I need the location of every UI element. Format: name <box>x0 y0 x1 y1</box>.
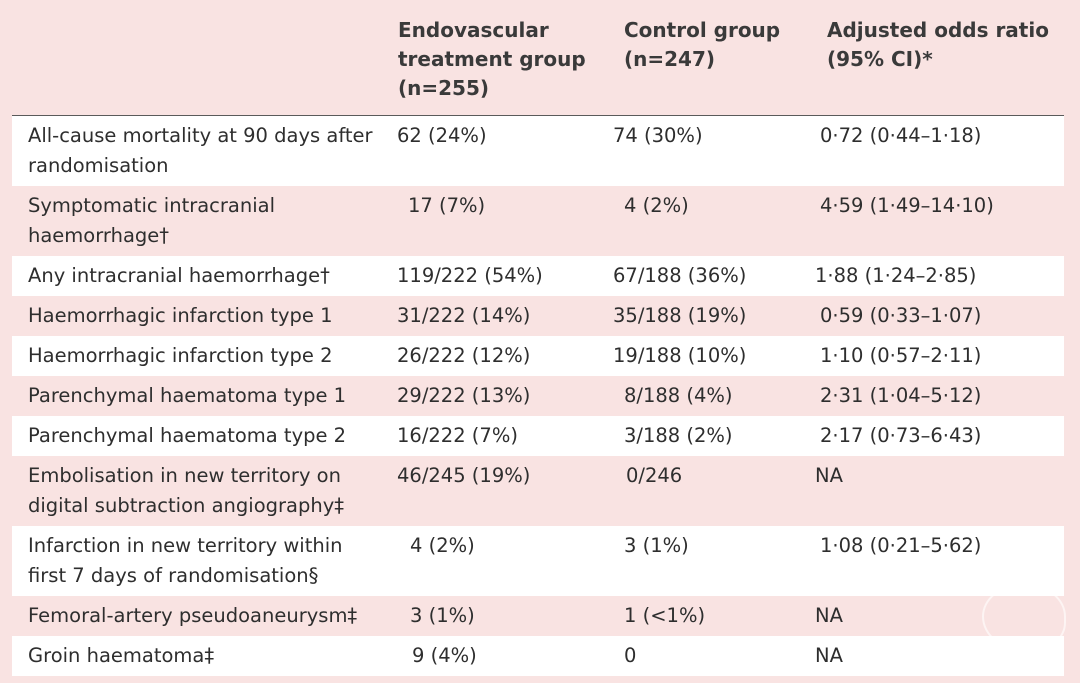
row-label: Parenchymal haematoma type 1 <box>28 381 346 411</box>
header-line: treatment group <box>398 47 586 71</box>
table-row: Femoral-artery pseudoaneurysm‡ 3 (1%) 1 (<… <box>12 596 1064 636</box>
row-label: Groin haematoma‡ <box>28 641 214 671</box>
row-label-line: Haemorrhagic infarction type 2 <box>28 344 333 367</box>
control-value: 3/188 (2%) <box>624 424 733 447</box>
control-value: 67/188 (36%) <box>613 264 747 287</box>
row-label-line: All-cause mortality at 90 days after <box>28 124 373 147</box>
header-line: (n=255) <box>398 76 490 100</box>
header-line: (n=247) <box>624 47 716 71</box>
odds-ratio-value: NA <box>815 604 843 627</box>
row-label-line: Parenchymal haematoma type 2 <box>28 424 347 447</box>
row-label-line: Any intracranial haemorrhage† <box>28 264 330 287</box>
control-value: 0/246 <box>626 464 683 487</box>
table-row: Haemorrhagic infarction type 2 26/222 (12… <box>12 336 1064 376</box>
odds-ratio-value: 2·17 (0·73–6·43) <box>820 424 982 447</box>
row-label: Any intracranial haemorrhage† <box>28 261 330 291</box>
odds-ratio-value: 0·72 (0·44–1·18) <box>820 124 982 147</box>
control-value: 35/188 (19%) <box>613 304 747 327</box>
endovascular-value: 119/222 (54%) <box>397 264 543 287</box>
row-label-line: Haemorrhagic infarction type 1 <box>28 304 333 327</box>
table-row: All-cause mortality at 90 days after rand… <box>12 116 1064 186</box>
control-value: 4 (2%) <box>624 194 689 217</box>
header-line: Endovascular <box>398 18 549 42</box>
header-odds-ratio: Adjusted odds ratio (95% CI)* <box>827 16 1049 74</box>
row-label-line: Symptomatic intracranial <box>28 194 276 217</box>
table-row: Parenchymal haematoma type 1 29/222 (13%)… <box>12 376 1064 416</box>
table-row: Symptomatic intracranial haemorrhage† 17 (… <box>12 186 1064 256</box>
control-value: 8/188 (4%) <box>624 384 733 407</box>
endovascular-value: 3 (1%) <box>410 604 475 627</box>
control-value: 1 (<1%) <box>624 604 706 627</box>
header-line: Control group <box>624 18 781 42</box>
odds-ratio-value: 1·88 (1·24–2·85) <box>815 264 977 287</box>
results-table: Endovascular treatment group (n=255) Con… <box>12 0 1064 676</box>
row-label: Femoral-artery pseudoaneurysm‡ <box>28 601 357 631</box>
odds-ratio-value: 0·59 (0·33–1·07) <box>820 304 982 327</box>
endovascular-value: 62 (24%) <box>397 124 487 147</box>
row-label: Haemorrhagic infarction type 2 <box>28 341 333 371</box>
row-label-line: Groin haematoma‡ <box>28 644 215 667</box>
odds-ratio-value: 1·08 (0·21–5·62) <box>820 534 982 557</box>
endovascular-value: 31/222 (14%) <box>397 304 531 327</box>
row-label-line: first 7 days of randomisation§ <box>28 564 319 587</box>
row-label-line: digital subtraction angiography‡ <box>28 494 344 517</box>
odds-ratio-value: NA <box>815 464 843 487</box>
control-value: 3 (1%) <box>624 534 689 557</box>
table-row: Any intracranial haemorrhage† 119/222 (54… <box>12 256 1064 296</box>
header-endovascular: Endovascular treatment group (n=255) <box>398 16 586 103</box>
control-value: 0 <box>624 644 637 667</box>
row-label-line: Femoral-artery pseudoaneurysm‡ <box>28 604 358 627</box>
row-label: All-cause mortality at 90 days after rand… <box>28 121 373 181</box>
odds-ratio-value: 2·31 (1·04–5·12) <box>820 384 982 407</box>
header-control: Control group (n=247) <box>624 16 780 74</box>
endovascular-value: 26/222 (12%) <box>397 344 531 367</box>
row-label: Symptomatic intracranial haemorrhage† <box>28 191 275 251</box>
row-label-line: Infarction in new territory within <box>28 534 343 557</box>
endovascular-value: 29/222 (13%) <box>397 384 531 407</box>
row-label-line: randomisation <box>28 154 169 177</box>
watermark-logo <box>982 584 1066 652</box>
row-label-line: Parenchymal haematoma type 1 <box>28 384 347 407</box>
table-row: Embolisation in new territory on digital … <box>12 456 1064 526</box>
control-value: 74 (30%) <box>613 124 703 147</box>
header-line: (95% CI)* <box>827 47 933 71</box>
row-label: Haemorrhagic infarction type 1 <box>28 301 333 331</box>
row-label-line: haemorrhage† <box>28 224 170 247</box>
odds-ratio-value: 1·10 (0·57–2·11) <box>820 344 982 367</box>
odds-ratio-value: 4·59 (1·49–14·10) <box>820 194 994 217</box>
table-body: All-cause mortality at 90 days after rand… <box>12 116 1064 676</box>
row-label: Infarction in new territory within first … <box>28 531 343 591</box>
table-row: Parenchymal haematoma type 2 16/222 (7%) 3… <box>12 416 1064 456</box>
table-row: Groin haematoma‡ 9 (4%) 0 NA <box>12 636 1064 676</box>
control-value: 19/188 (10%) <box>613 344 747 367</box>
table-header: Endovascular treatment group (n=255) Con… <box>12 0 1064 116</box>
row-label-line: Embolisation in new territory on <box>28 464 341 487</box>
table-row: Haemorrhagic infarction type 1 31/222 (14… <box>12 296 1064 336</box>
endovascular-value: 4 (2%) <box>410 534 475 557</box>
endovascular-value: 17 (7%) <box>408 194 486 217</box>
endovascular-value: 46/245 (19%) <box>397 464 531 487</box>
endovascular-value: 16/222 (7%) <box>397 424 518 447</box>
header-line: Adjusted odds ratio <box>827 18 1049 42</box>
row-label: Embolisation in new territory on digital … <box>28 461 344 521</box>
row-label: Parenchymal haematoma type 2 <box>28 421 346 451</box>
endovascular-value: 9 (4%) <box>412 644 477 667</box>
odds-ratio-value: NA <box>815 644 843 667</box>
table-row: Infarction in new territory within first … <box>12 526 1064 596</box>
